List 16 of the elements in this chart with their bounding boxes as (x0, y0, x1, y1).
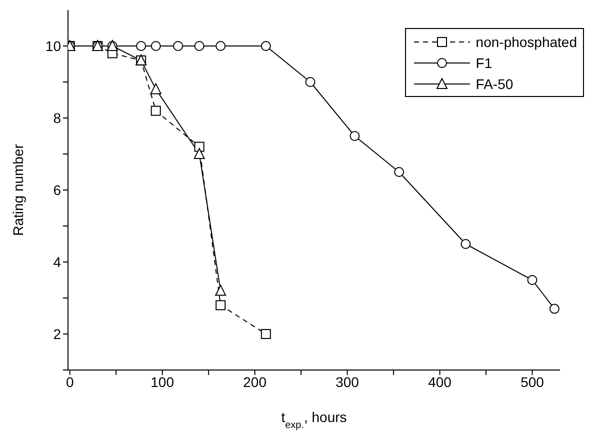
y-tick-label: 2 (53, 326, 62, 342)
y-tick-label: 8 (53, 110, 62, 126)
y-tick-label: 10 (45, 38, 62, 54)
x-tick-label: 500 (520, 374, 544, 390)
y-tick-label: 6 (53, 182, 62, 198)
legend-label: F1 (476, 54, 492, 70)
x-tick-label: 300 (336, 374, 360, 390)
legend-label: FA-50 (476, 76, 514, 92)
x-tick-label: 100 (150, 374, 174, 390)
x-tick-label: 200 (243, 374, 267, 390)
y-tick-label: 4 (53, 254, 62, 270)
x-axis-title: t$_{exp.}$, hours (281, 409, 347, 430)
x-tick-label: 0 (66, 374, 74, 390)
x-tick-label: 400 (428, 374, 452, 390)
legend-label: non-phosphated (476, 34, 577, 50)
y-axis-title: Rating number (10, 144, 26, 236)
